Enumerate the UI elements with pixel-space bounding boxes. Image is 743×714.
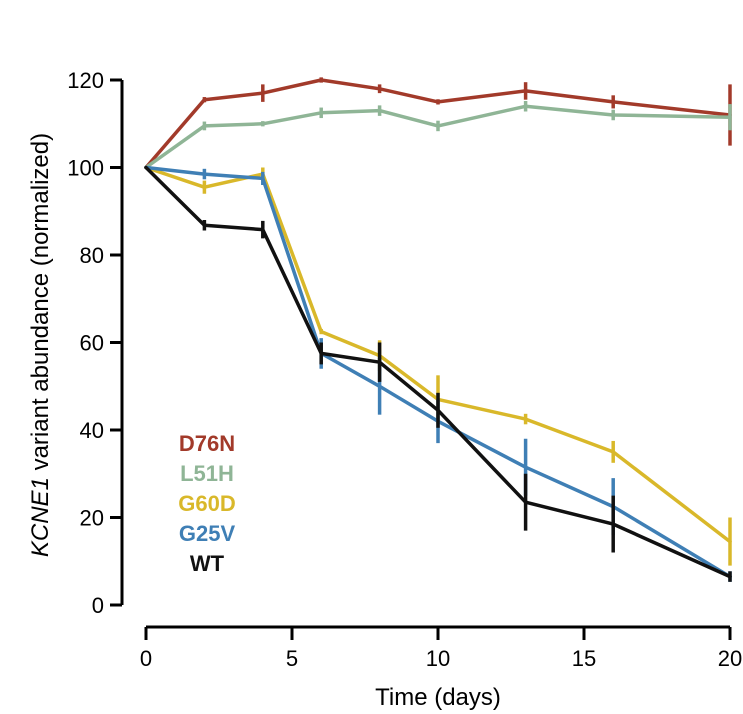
y-ticks: 0 20 40 60 80 100 120	[67, 68, 122, 618]
y-tick-label: 0	[92, 593, 104, 618]
x-tick-label: 10	[426, 646, 450, 671]
y-tick-label: 20	[80, 506, 104, 531]
y-tick-label: 100	[67, 156, 104, 181]
series-d76n	[144, 77, 732, 170]
x-tick-label: 15	[572, 646, 596, 671]
x-ticks: 0 5 10 15 20	[140, 627, 742, 671]
y-tick-label: 40	[80, 418, 104, 443]
x-tick-label: 5	[286, 646, 298, 671]
legend-label-d76n: D76N	[179, 431, 235, 456]
y-tick-label: 120	[67, 68, 104, 93]
series-layer	[144, 77, 732, 582]
legend-label-g60d: G60D	[178, 491, 235, 516]
x-tick-label: 20	[718, 646, 742, 671]
legend: D76N L51H G60D G25V WT	[178, 431, 235, 576]
series-line-l51h	[144, 104, 732, 170]
y-axis-title-rest: variant abundance (normalized)	[27, 133, 54, 477]
x-tick-label: 0	[140, 646, 152, 671]
series-wt	[144, 165, 732, 582]
x-axis-title: Time (days)	[375, 684, 501, 711]
y-tick-label: 80	[80, 243, 104, 268]
legend-label-g25v: G25V	[179, 521, 236, 546]
y-axis-title-gene: KCNE1	[27, 477, 54, 557]
y-tick-label: 60	[80, 331, 104, 356]
series-l51h	[144, 101, 732, 170]
y-axis-title: KCNE1 variant abundance (normalized)	[27, 133, 54, 557]
legend-label-wt: WT	[190, 551, 225, 576]
series-g25v	[144, 165, 732, 582]
legend-label-l51h: L51H	[180, 461, 234, 486]
